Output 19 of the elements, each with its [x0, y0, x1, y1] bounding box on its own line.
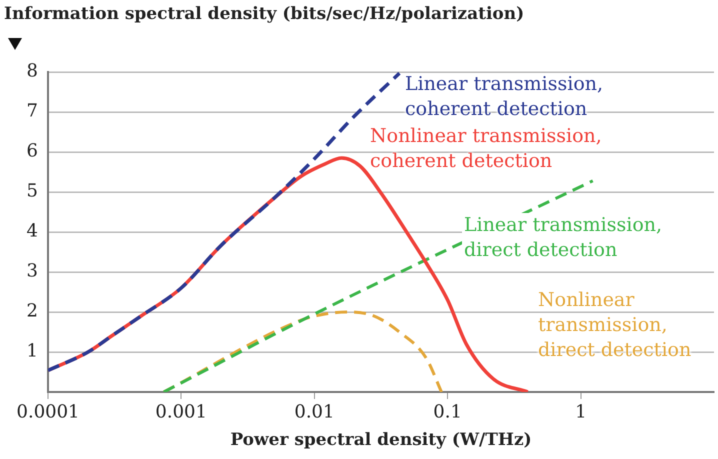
text: Nonlinear transmission, direct detection — [538, 288, 692, 363]
x-tick-label: 0.001 — [155, 401, 207, 422]
y-tick-label: 3 — [26, 260, 38, 282]
y-tick-label: 6 — [26, 140, 38, 162]
y-axis-title: Information spectral density (bits/sec/Hz/polarization) — [4, 4, 524, 24]
y-tick-label: 7 — [26, 100, 38, 122]
x-tick-label: 0.0001 — [16, 401, 80, 422]
y-tick-label: 4 — [26, 220, 38, 242]
y-tick-label: 1 — [26, 340, 38, 362]
x-tick-label: 0.1 — [433, 401, 462, 422]
series-label: Linear transmission, direct detection — [462, 213, 718, 263]
x-tick-label: 1 — [575, 401, 587, 422]
x-axis-title: Power spectral density (W/THz) — [230, 430, 532, 450]
x-tick-label: 0.01 — [294, 401, 334, 422]
y-tick-label: 5 — [26, 180, 38, 202]
series-label: Nonlinear transmission, coherent detection — [370, 124, 603, 174]
y-tick-label: 8 — [26, 60, 38, 82]
y-tick-label: 2 — [26, 300, 38, 322]
series-label: Linear transmission, coherent detection — [405, 72, 604, 122]
